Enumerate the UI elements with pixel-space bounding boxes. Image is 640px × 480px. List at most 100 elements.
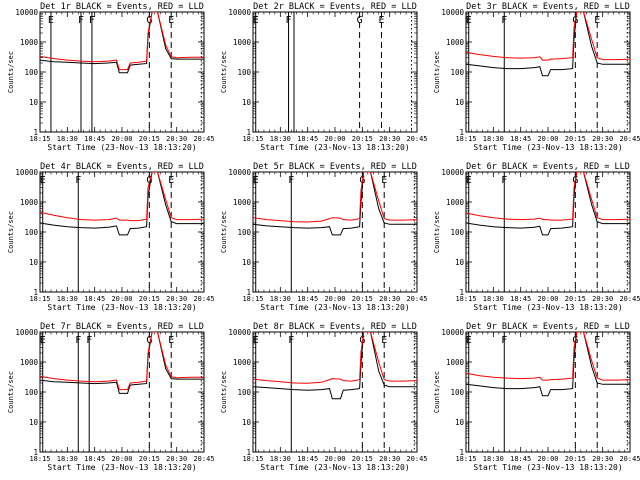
panel-title: Det 4r BLACK = Events, RED = LLD [40, 162, 204, 172]
event-marker-label: E [168, 175, 174, 186]
panel-det-6: Det 6r BLACK = Events, RED = LLD 1 10 100 10… [433, 162, 640, 312]
series-line-lld [40, 12, 204, 71]
x-tick-label: 20:30 [166, 455, 187, 463]
x-tick-label: 18:30 [57, 135, 78, 143]
y-tick-label: 10000 [228, 168, 251, 177]
event-marker-label: E [466, 335, 472, 346]
y-tick-label: 1000 [20, 38, 39, 47]
x-tick-label: 18:15 [29, 135, 50, 143]
x-tick-label: 18:15 [455, 295, 476, 303]
panel-title: Det 5r BLACK = Events, RED = LLD [253, 162, 417, 172]
x-tick-label: 20:00 [111, 295, 132, 303]
plot-frame [465, 11, 631, 133]
x-tick-label: 20:00 [324, 455, 345, 463]
x-tick-label: 18:45 [84, 295, 105, 303]
event-marker-label: E [40, 335, 46, 346]
x-tick-label: 20:00 [537, 135, 558, 143]
x-tick-label: 18:45 [510, 295, 531, 303]
x-tick-label: 20:30 [379, 455, 400, 463]
series-line-lld [40, 172, 204, 222]
x-tick-label: 18:15 [242, 135, 263, 143]
y-tick-label: 100 [450, 388, 464, 397]
x-tick-label: 20:00 [111, 135, 132, 143]
y-tick-label: 1000 [20, 358, 39, 367]
x-tick-label: 20:15 [352, 295, 373, 303]
x-tick-label: 18:30 [270, 135, 291, 143]
x-tick-label: 20:30 [592, 295, 613, 303]
panel-det-7: Det 7r BLACK = Events, RED = LLD 1 10 100 10… [7, 322, 215, 472]
y-tick-label: 10 [242, 98, 252, 107]
panel-det-8: Det 8r BLACK = Events, RED = LLD 1 10 100 10… [220, 322, 428, 472]
x-tick-label: 18:30 [57, 455, 78, 463]
x-tick-label: 18:45 [84, 135, 105, 143]
x-tick-label: 18:30 [483, 135, 504, 143]
panel-det-9: Det 9r BLACK = Events, RED = LLD 1 10 100 10… [433, 322, 640, 472]
y-axis-label: Counts/sec [433, 371, 441, 413]
x-tick-label: 20:30 [166, 135, 187, 143]
series-line-events [253, 332, 417, 400]
x-tick-label: 20:00 [324, 295, 345, 303]
y-tick-label: 10000 [441, 328, 464, 337]
y-tick-label: 10000 [15, 8, 38, 17]
series-line-lld [253, 172, 417, 223]
series-line-events [466, 12, 630, 77]
y-tick-label: 1 [246, 288, 251, 297]
plot-frame [252, 11, 418, 133]
x-tick-label: 20:45 [406, 135, 427, 143]
event-marker-label: E [466, 175, 472, 186]
panel-det-4: Det 4r BLACK = Events, RED = LLD 1 10 100 10… [7, 162, 215, 312]
panel-title: Det 8r BLACK = Events, RED = LLD [253, 322, 417, 332]
x-axis-label: Start Time (23-Nov-13 18:13:20) [473, 143, 622, 152]
x-tick-label: 20:45 [406, 295, 427, 303]
panel-det-1: Det 1r BLACK = Events, RED = LLD 1 10 100 10… [7, 2, 215, 152]
y-tick-label: 1 [459, 128, 464, 137]
x-tick-label: 18:15 [455, 135, 476, 143]
x-tick-label: 20:30 [592, 455, 613, 463]
y-tick-label: 100 [24, 228, 38, 237]
event-marker-label: F [78, 15, 84, 26]
y-tick-label: 100 [237, 228, 251, 237]
event-marker-label: F [288, 175, 294, 186]
x-tick-label: 18:15 [242, 455, 263, 463]
y-tick-label: 1000 [233, 198, 252, 207]
x-tick-label: 18:30 [483, 295, 504, 303]
x-tick-label: 20:15 [139, 455, 160, 463]
event-marker-label: F [75, 335, 81, 346]
y-tick-label: 10000 [441, 168, 464, 177]
x-tick-label: 20:15 [565, 135, 586, 143]
series-line-lld [466, 172, 630, 221]
event-marker-label: E [594, 335, 600, 346]
event-marker-label: F [288, 335, 294, 346]
y-axis-label: Counts/sec [220, 211, 228, 253]
y-tick-label: 1 [246, 128, 251, 137]
plot-frame [252, 331, 418, 453]
event-marker-label: G [146, 175, 152, 186]
y-tick-label: 10000 [15, 328, 38, 337]
y-tick-label: 100 [450, 228, 464, 237]
x-tick-label: 18:45 [297, 135, 318, 143]
series-line-lld [40, 332, 204, 391]
y-tick-label: 10000 [228, 8, 251, 17]
event-marker-label: E [253, 175, 259, 186]
x-tick-label: 20:15 [565, 455, 586, 463]
event-marker-label: E [594, 175, 600, 186]
x-tick-label: 20:15 [352, 135, 373, 143]
x-tick-label: 20:00 [324, 135, 345, 143]
plot-frame [39, 11, 205, 133]
y-tick-label: 1 [459, 448, 464, 457]
y-tick-label: 1000 [20, 198, 39, 207]
y-axis-label: Counts/sec [7, 211, 15, 253]
series-line-lld [253, 332, 417, 384]
event-marker-label: G [146, 335, 152, 346]
y-tick-label: 10 [29, 258, 39, 267]
x-tick-label: 18:15 [455, 455, 476, 463]
panel-title: Det 7r BLACK = Events, RED = LLD [40, 322, 204, 332]
y-axis-label: Counts/sec [220, 51, 228, 93]
y-tick-label: 100 [24, 388, 38, 397]
x-axis-label: Start Time (23-Nov-13 18:13:20) [47, 143, 196, 152]
x-axis-label: Start Time (23-Nov-13 18:13:20) [260, 303, 409, 312]
y-tick-label: 10 [242, 258, 252, 267]
x-tick-label: 20:45 [619, 295, 640, 303]
x-tick-label: 18:15 [29, 455, 50, 463]
x-tick-label: 18:45 [297, 295, 318, 303]
